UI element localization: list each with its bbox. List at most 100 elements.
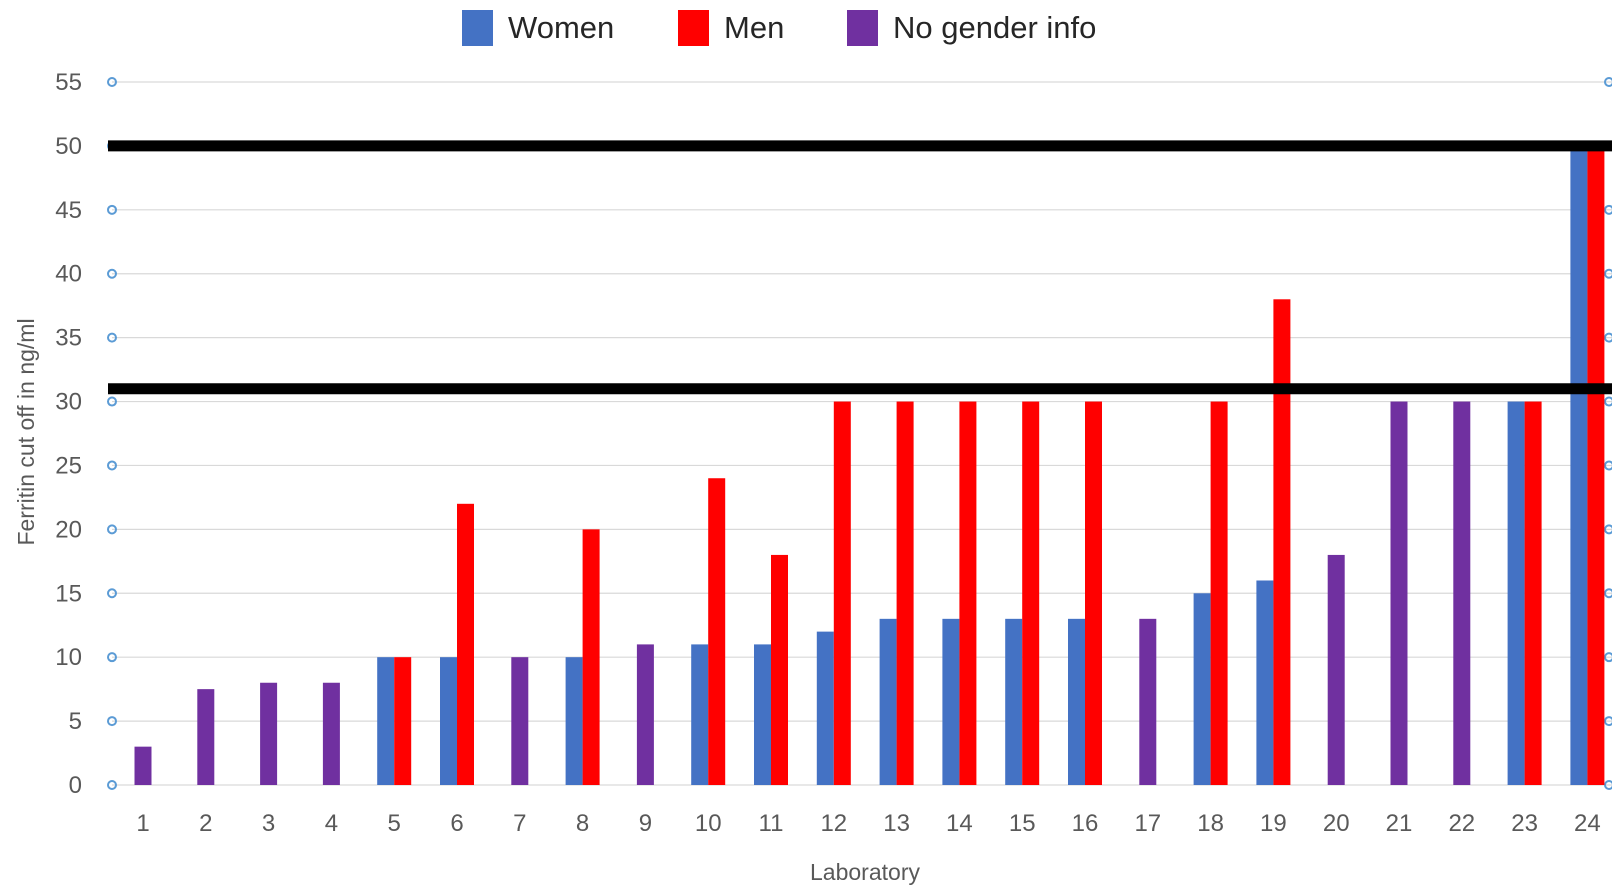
bar-men xyxy=(708,478,726,785)
bar-no-gender-info xyxy=(197,689,215,785)
legend-swatch xyxy=(462,10,493,46)
x-tick-label: 20 xyxy=(1323,810,1350,837)
gridline-marker xyxy=(107,716,117,727)
bar-women xyxy=(1005,618,1023,785)
gridline-marker xyxy=(107,780,117,790)
x-tick-label: 22 xyxy=(1448,810,1475,837)
x-tick-label: 23 xyxy=(1511,810,1538,837)
gridline-marker xyxy=(107,588,117,599)
bar-no-gender-info xyxy=(1390,401,1408,785)
gridline-marker xyxy=(1604,396,1612,407)
bar-no-gender-info xyxy=(322,682,340,785)
x-tick-label: 1 xyxy=(136,810,149,837)
bar-no-gender-info xyxy=(134,746,152,785)
x-tick-labels: 1 2 3 4 5 6 7 8 9 10 11 12 13 14 15 16 17 18 19 20 21 22 23 24 xyxy=(136,810,1600,837)
y-tick-label: 5 xyxy=(69,708,82,735)
gridline-marker xyxy=(1604,716,1612,727)
x-tick-label: 9 xyxy=(639,810,652,837)
gridline-marker xyxy=(1604,77,1612,87)
y-tick-label: 35 xyxy=(55,325,82,352)
y-tick-label: 20 xyxy=(55,516,82,543)
x-axis-label: Laboratory xyxy=(810,859,920,885)
bar-no-gender-info xyxy=(260,682,278,785)
x-tick-label: 12 xyxy=(820,810,847,837)
x-tick-label: 14 xyxy=(946,810,973,837)
y-tick-labels: 0 5 10 15 20 25 30 35 40 45 50 55 xyxy=(55,69,82,799)
bar-women xyxy=(754,644,771,785)
y-tick-label: 10 xyxy=(55,644,82,671)
x-tick-label: 15 xyxy=(1009,810,1036,837)
x-tick-label: 8 xyxy=(576,810,589,837)
bar-men xyxy=(1587,145,1605,786)
y-tick-label: 25 xyxy=(55,452,82,479)
bar-men xyxy=(582,529,600,785)
bar-men xyxy=(394,657,412,785)
x-tick-label: 4 xyxy=(325,810,338,837)
gridline-marker xyxy=(107,396,117,407)
bar-women xyxy=(1256,580,1274,785)
bar-women xyxy=(377,657,395,785)
gridline-marker xyxy=(107,524,117,535)
x-tick-label: 2 xyxy=(199,810,212,837)
gridline-marker xyxy=(1604,780,1612,790)
x-tick-label: 11 xyxy=(759,810,784,837)
bar-women xyxy=(1193,593,1211,785)
x-tick-label: 10 xyxy=(695,810,722,837)
y-tick-label: 50 xyxy=(55,133,82,160)
gridline-marker xyxy=(107,77,117,87)
bar-no-gender-info xyxy=(511,657,529,785)
reference-lines xyxy=(108,140,1612,395)
bar-men xyxy=(1273,299,1291,785)
bar-women xyxy=(1068,618,1085,785)
bar-men xyxy=(1210,401,1228,785)
x-tick-label: 6 xyxy=(450,810,463,837)
bar-women xyxy=(440,657,457,785)
bar-men xyxy=(771,554,788,785)
gridline-marker xyxy=(107,268,117,279)
bar-women xyxy=(691,644,709,785)
x-tick-label: 13 xyxy=(883,810,910,837)
y-tick-label: 30 xyxy=(55,389,82,416)
x-tick-label: 17 xyxy=(1134,810,1161,837)
bar-men xyxy=(896,401,914,785)
y-axis-label: Ferritin cut off in ng/ml xyxy=(13,318,39,545)
bar-women xyxy=(942,618,960,785)
bar-women xyxy=(1570,145,1588,786)
bar-men xyxy=(1085,401,1102,785)
bar-no-gender-info xyxy=(1327,554,1345,785)
gridline-marker xyxy=(107,460,117,471)
y-tick-label: 55 xyxy=(55,69,82,96)
gridline-marker xyxy=(1604,652,1612,663)
bar-men xyxy=(457,503,474,785)
gridlines xyxy=(107,77,1612,790)
bar-no-gender-info xyxy=(636,644,654,785)
legend-label: No gender info xyxy=(893,10,1096,45)
bar-men xyxy=(1022,401,1040,785)
x-tick-label: 24 xyxy=(1574,810,1601,837)
bar-women xyxy=(565,657,583,785)
bar-men xyxy=(1524,401,1542,785)
gridline-marker xyxy=(1604,204,1612,215)
gridline-marker xyxy=(1604,332,1612,343)
bar-men xyxy=(833,401,851,785)
y-tick-label: 15 xyxy=(55,580,82,607)
gridline-marker xyxy=(1604,524,1612,535)
legend-swatch xyxy=(847,10,878,46)
bar-women xyxy=(879,618,897,785)
x-tick-label: 21 xyxy=(1386,810,1413,837)
legend-label: Women xyxy=(508,10,614,45)
x-tick-label: 3 xyxy=(262,810,275,837)
gridline-marker xyxy=(1604,268,1612,279)
x-tick-label: 18 xyxy=(1197,810,1224,837)
y-tick-label: 45 xyxy=(55,197,82,224)
y-tick-label: 40 xyxy=(55,261,82,288)
x-tick-label: 5 xyxy=(388,810,401,837)
legend-swatch xyxy=(678,10,709,46)
bar-no-gender-info xyxy=(1453,401,1471,785)
x-tick-label: 7 xyxy=(513,810,526,837)
bar-women xyxy=(816,631,834,785)
gridline-marker xyxy=(107,204,117,215)
x-tick-label: 16 xyxy=(1072,810,1099,837)
bar-no-gender-info xyxy=(1139,618,1157,785)
